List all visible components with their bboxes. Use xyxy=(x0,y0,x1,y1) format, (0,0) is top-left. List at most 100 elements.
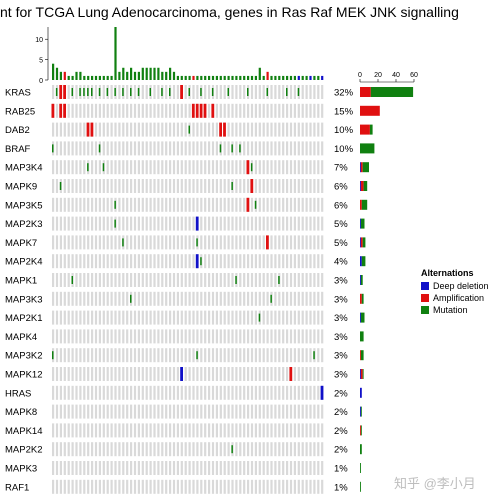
sample-cell xyxy=(169,442,172,457)
sample-cell xyxy=(87,367,90,381)
sample-cell xyxy=(141,348,144,363)
sample-cell xyxy=(180,461,183,475)
sample-cell xyxy=(274,442,277,457)
sample-cell xyxy=(172,254,176,269)
sample-cell xyxy=(278,404,281,419)
sample-cell xyxy=(126,141,129,156)
sample-cell xyxy=(223,103,226,118)
sample-cell xyxy=(153,85,156,99)
sample-cell xyxy=(282,235,285,250)
sample-cell xyxy=(215,273,218,287)
sample-cell xyxy=(153,254,156,269)
sample-cell xyxy=(172,385,176,400)
sample-cell xyxy=(157,291,160,306)
sample-cell xyxy=(313,423,316,438)
sample-cell xyxy=(122,404,125,419)
sample-cell xyxy=(317,423,320,438)
sample-cell xyxy=(161,367,164,381)
sample-cell xyxy=(266,404,269,419)
sample-cell xyxy=(94,216,98,231)
sample-cell xyxy=(321,122,324,137)
sample-cell xyxy=(247,385,250,400)
mutation-mark xyxy=(258,313,261,322)
sample-cell xyxy=(235,404,238,419)
sample-cell xyxy=(204,197,207,212)
sample-cell xyxy=(243,122,246,137)
sample-cell xyxy=(289,160,293,175)
sample-cell xyxy=(262,367,265,381)
sample-cell xyxy=(145,141,148,156)
sample-cell xyxy=(91,442,94,457)
amplification-mark xyxy=(90,122,94,137)
sample-cell xyxy=(215,442,218,457)
sample-cell xyxy=(149,479,152,494)
sample-cell xyxy=(305,179,308,193)
sample-cell xyxy=(282,310,285,325)
sample-cell xyxy=(94,254,98,269)
sample-cell xyxy=(231,235,234,250)
sample-cell xyxy=(321,479,324,494)
sample-cell xyxy=(106,254,109,269)
sample-cell xyxy=(145,179,148,193)
sample-cell xyxy=(250,197,254,212)
sample-cell xyxy=(137,367,140,381)
sample-cell xyxy=(71,310,74,325)
sample-cell xyxy=(262,348,265,363)
sample-cell xyxy=(309,197,312,212)
sample-cell xyxy=(180,291,183,306)
sample-cell xyxy=(165,179,168,193)
mutation-mark xyxy=(83,88,85,96)
sample-cell xyxy=(215,141,218,156)
sample-cell xyxy=(208,235,211,250)
sample-cell xyxy=(172,423,176,438)
frequency-bar-mutation xyxy=(362,162,369,173)
sample-cell xyxy=(250,442,254,457)
sample-cell xyxy=(235,367,238,381)
sample-cell xyxy=(110,216,113,231)
sample-cell xyxy=(204,329,207,344)
sample-cell xyxy=(317,442,320,457)
sample-cell xyxy=(258,461,261,475)
sample-cell xyxy=(110,329,113,344)
sample-cell xyxy=(161,404,164,419)
gene-label: MAP2K4 xyxy=(5,257,43,268)
sample-cell xyxy=(258,385,261,400)
sample-cell xyxy=(317,235,320,250)
sample-cell xyxy=(180,479,183,494)
sample-cell xyxy=(254,235,257,250)
sample-cell xyxy=(321,329,324,344)
sample-cell xyxy=(262,291,265,306)
frequency-axis-tick-label: 0 xyxy=(358,72,362,79)
frequency-axis-tick-label: 40 xyxy=(392,72,400,79)
sample-cell xyxy=(258,479,261,494)
sample-cell xyxy=(161,197,164,212)
sample-cell xyxy=(63,141,66,156)
sample-cell xyxy=(266,348,269,363)
sample-cell xyxy=(270,479,273,494)
sample-cell xyxy=(91,254,94,269)
sample-cell xyxy=(59,423,62,438)
sample-cell xyxy=(211,310,215,325)
top-axis-tick-label: 0 xyxy=(39,78,43,85)
sample-cell xyxy=(52,122,55,137)
mutation-mark xyxy=(98,88,101,96)
mutation-mark xyxy=(250,163,253,172)
sample-cell xyxy=(239,197,242,212)
sample-cell xyxy=(169,235,172,250)
sample-cell xyxy=(247,348,250,363)
sample-cell xyxy=(192,179,195,193)
sample-cell xyxy=(114,235,117,250)
sample-cell xyxy=(305,291,308,306)
sample-count-bar xyxy=(235,75,238,80)
sample-cell xyxy=(63,179,66,193)
sample-cell xyxy=(289,85,293,99)
sample-cell xyxy=(258,85,261,99)
sample-cell xyxy=(165,461,168,475)
sample-cell xyxy=(247,291,250,306)
sample-cell xyxy=(141,273,144,287)
sample-cell xyxy=(270,235,273,250)
sample-cell xyxy=(270,160,273,175)
sample-cell xyxy=(153,273,156,287)
sample-cell xyxy=(118,442,121,457)
sample-cell xyxy=(266,442,269,457)
